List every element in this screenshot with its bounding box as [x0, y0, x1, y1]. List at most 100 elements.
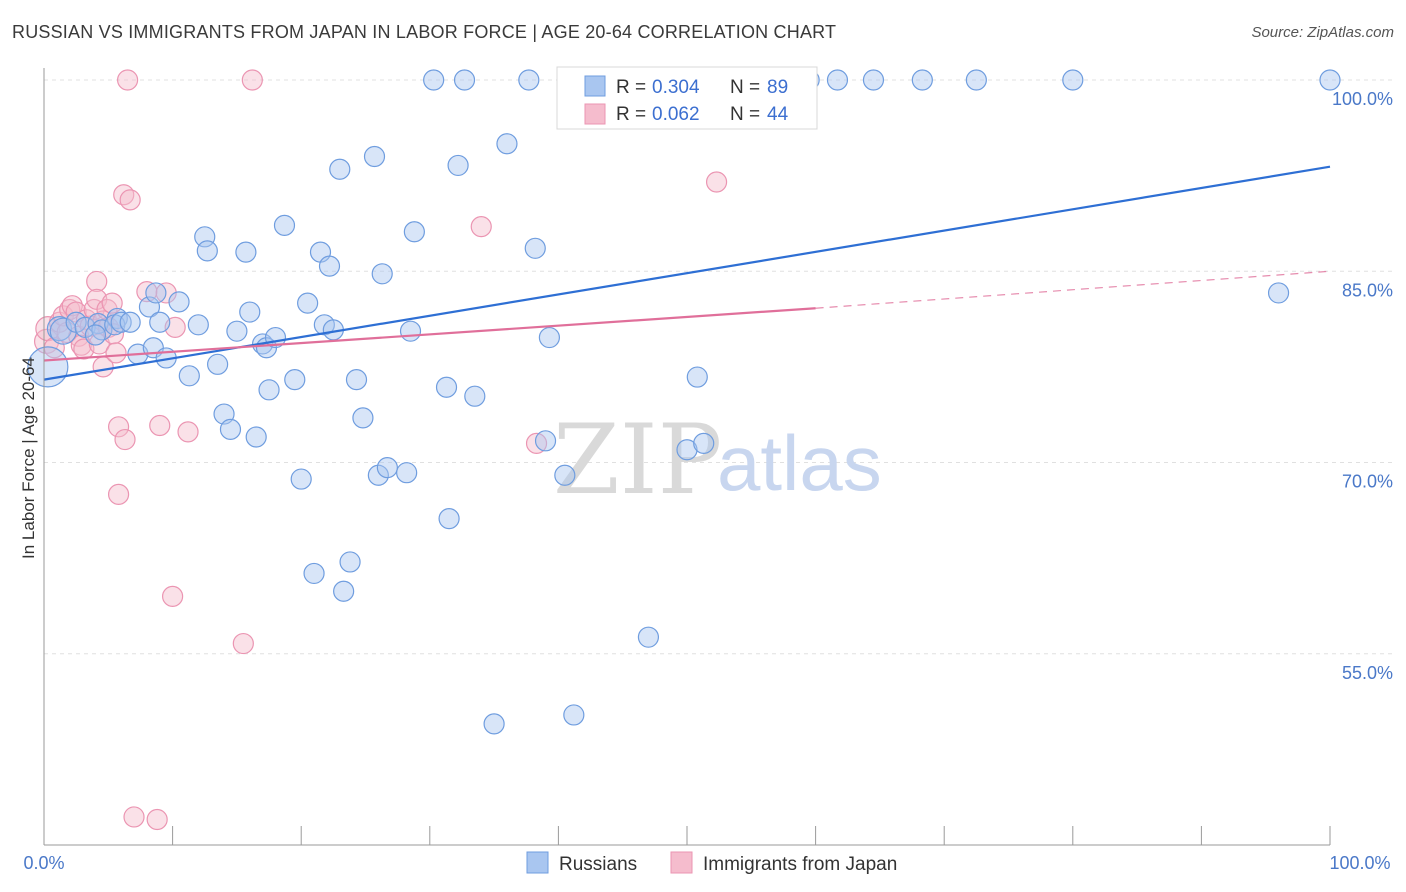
data-point-russian — [245, 426, 267, 448]
data-point-russian — [538, 326, 560, 349]
data-point-russian — [303, 562, 325, 585]
legend-n-value-russians: 89 — [767, 77, 788, 98]
data-point-russian — [363, 145, 386, 168]
data-point-russian — [318, 255, 341, 277]
data-point-japan — [61, 295, 83, 317]
bottom-legend-swatch-russians — [526, 851, 549, 874]
data-point-russian — [119, 311, 141, 333]
data-point-russian — [239, 301, 261, 323]
legend-r-value-russians: 0.304 — [652, 77, 700, 98]
bottom-legend-label-japan: Immigrants from Japan — [703, 854, 897, 875]
data-point-russian — [534, 430, 557, 452]
data-point-russian — [1062, 69, 1084, 91]
data-point-russian — [376, 457, 398, 479]
data-point-russian — [483, 713, 505, 735]
y-axis-tick-labels: 55.0% 70.0% 85.0% 100.0% — [1332, 89, 1393, 683]
source-label: Source: ZipAtlas.com — [1251, 24, 1394, 41]
data-point-japan — [116, 69, 139, 91]
data-point-russian — [447, 154, 469, 177]
data-point-russian — [862, 69, 885, 91]
legend-swatch-russians — [584, 75, 606, 97]
data-point-japan — [149, 414, 171, 437]
data-point-japan — [232, 632, 254, 655]
legend-r-label-japan: R = — [616, 104, 646, 125]
data-point-russian — [826, 69, 849, 91]
y-tick-label: 85.0% — [1342, 280, 1393, 300]
watermark: ZIP atlas — [553, 404, 882, 516]
data-point-japan — [114, 428, 136, 451]
legend-swatch-japan — [584, 103, 606, 125]
data-point-russian — [554, 464, 576, 486]
x-tick-label-min: 0.0% — [23, 853, 64, 873]
legend-box: R = 0.304 N = 89 R = 0.062 N = 44 — [556, 66, 818, 130]
data-point-russian — [676, 439, 698, 461]
data-point-russian — [518, 69, 540, 91]
data-point-japan — [162, 585, 184, 607]
data-point-russian — [168, 291, 190, 313]
data-point-japan — [470, 216, 492, 238]
data-point-russian — [178, 365, 200, 387]
data-point-russian — [563, 704, 585, 726]
watermark-zip: ZIP — [553, 404, 722, 516]
data-point-russian — [145, 282, 167, 304]
trend-line-japan — [43, 307, 816, 362]
data-point-russian — [219, 418, 242, 440]
data-point-russian — [524, 237, 546, 259]
data-point-japan — [86, 270, 108, 293]
data-point-russian — [435, 376, 458, 398]
data-point-japan — [146, 808, 168, 831]
legend-n-label-japan: N = — [730, 104, 760, 125]
data-point-russian — [686, 366, 708, 388]
data-point-japan — [119, 189, 141, 211]
data-point-japan — [123, 806, 145, 828]
data-point-russian — [329, 158, 351, 180]
data-point-japan — [177, 421, 199, 443]
data-point-russian — [423, 69, 445, 91]
y-tick-label: 70.0% — [1342, 472, 1393, 492]
data-point-japan — [705, 171, 728, 193]
data-point-russian — [84, 324, 107, 346]
data-point-russian — [339, 551, 361, 573]
watermark-atlas: atlas — [717, 419, 882, 507]
bottom-legend: Russians Immigrants from Japan — [526, 851, 897, 875]
data-point-russian — [187, 314, 209, 336]
series-russians-points — [27, 69, 1341, 735]
data-point-japan — [107, 483, 130, 505]
data-point-russian — [290, 468, 312, 490]
y-tick-label: 55.0% — [1342, 663, 1393, 683]
data-point-russian — [1319, 69, 1341, 91]
data-point-russian — [453, 69, 476, 91]
data-point-russian — [110, 311, 132, 333]
bottom-legend-swatch-japan — [670, 851, 693, 874]
trend-line-russians — [43, 165, 1331, 381]
x-axis-ticks — [43, 826, 1331, 845]
data-point-russian — [207, 353, 229, 375]
data-point-russian — [138, 296, 161, 318]
data-point-russian — [1267, 282, 1290, 304]
data-point-russian — [196, 240, 218, 262]
data-point-russian — [496, 133, 518, 155]
data-point-japan — [525, 432, 548, 454]
data-point-russian — [226, 320, 248, 342]
data-point-russian — [345, 369, 368, 391]
data-point-russian — [396, 462, 418, 484]
data-point-russian — [194, 226, 216, 248]
data-point-russian — [438, 507, 460, 530]
legend-r-label-russians: R = — [616, 77, 646, 98]
legend-r-value-japan: 0.062 — [652, 104, 700, 125]
data-point-russian — [284, 369, 306, 391]
data-point-russian — [637, 626, 660, 648]
data-point-russian — [403, 221, 425, 243]
legend-n-value-japan: 44 — [767, 104, 789, 125]
data-point-russian — [911, 69, 933, 91]
data-point-russian — [399, 320, 422, 342]
trend-lines — [43, 165, 1331, 381]
data-point-russian — [297, 292, 319, 314]
grid-lines — [44, 79, 1392, 655]
data-point-russian — [352, 407, 374, 429]
x-tick-label-max: 100.0% — [1329, 853, 1390, 873]
data-point-russian — [371, 263, 393, 285]
data-point-russian — [149, 311, 171, 333]
data-point-japan — [107, 416, 130, 438]
data-point-japan — [241, 69, 263, 91]
